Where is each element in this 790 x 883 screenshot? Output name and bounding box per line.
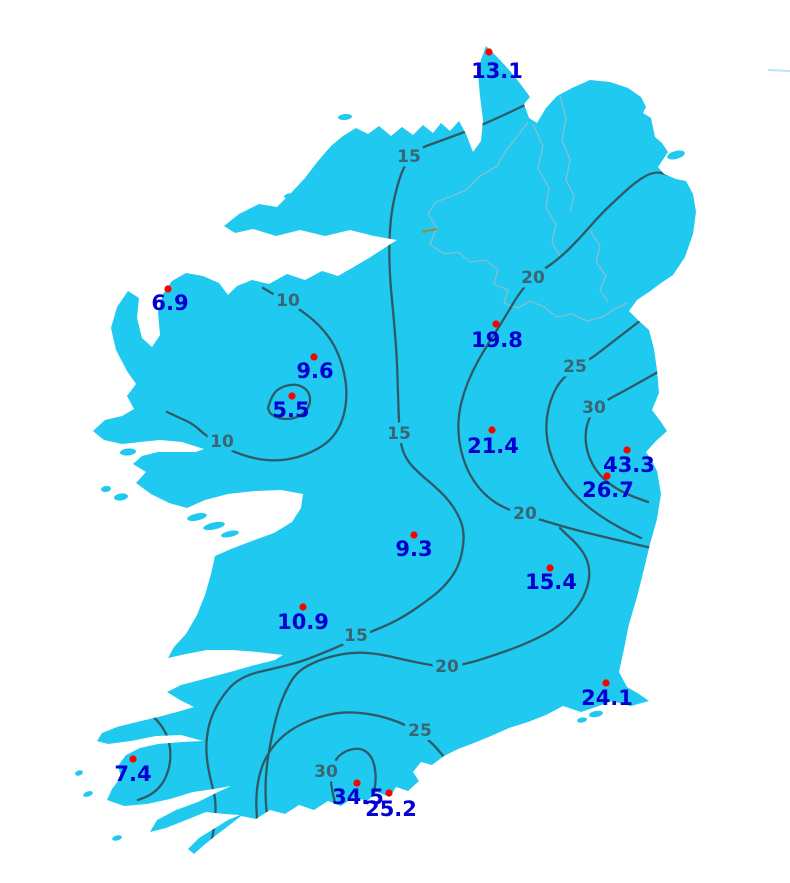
ireland-landmass xyxy=(93,46,696,854)
county-border xyxy=(559,95,575,213)
island xyxy=(221,530,239,538)
station-value-label: 5.5 xyxy=(272,398,309,422)
station-dot xyxy=(410,531,418,539)
contour-label: 25 xyxy=(408,721,432,741)
station-value-label: 10.9 xyxy=(277,610,329,634)
station-marker: 9.6 xyxy=(296,353,334,383)
artifact-line xyxy=(421,228,438,233)
station-value-label: 25.2 xyxy=(365,797,417,821)
county-border xyxy=(532,123,561,257)
station-marker: 6.9 xyxy=(151,285,189,315)
contour-label: 10 xyxy=(276,291,300,311)
station-value-label: 15.4 xyxy=(525,570,577,594)
station-dot xyxy=(299,603,307,611)
station-dot xyxy=(488,426,496,434)
station-marker: 15.4 xyxy=(525,564,577,594)
station-dot xyxy=(546,564,554,572)
island xyxy=(101,485,111,493)
station-dot xyxy=(485,48,493,56)
station-marker: 34.5 xyxy=(332,779,384,809)
contour-line-30 xyxy=(329,747,377,808)
station-value-label: 19.8 xyxy=(471,328,523,352)
station-dot xyxy=(603,472,611,480)
station-dot xyxy=(623,446,631,454)
contour-label: 20 xyxy=(435,657,459,677)
contour-label: 15 xyxy=(344,626,368,646)
station-value-label: 24.1 xyxy=(581,686,633,710)
station-marker: 7.4 xyxy=(114,755,152,786)
station-marker: 5.5 xyxy=(272,392,310,422)
station-dot xyxy=(492,320,500,328)
contour-line-25 xyxy=(545,315,647,540)
contour-label: 20 xyxy=(513,504,537,524)
station-dot xyxy=(353,779,361,787)
contour-label: 25 xyxy=(563,357,587,377)
contour-line-10 xyxy=(165,286,348,462)
station-marker: 26.7 xyxy=(582,472,634,502)
contour-line-20 xyxy=(264,526,591,846)
station-value-label: 6.9 xyxy=(151,291,188,315)
station-value-label: 9.6 xyxy=(296,359,333,383)
contour-line-25 xyxy=(255,711,450,820)
contour-line-15 xyxy=(205,90,555,847)
contour-label: 30 xyxy=(314,762,338,782)
county-border xyxy=(427,121,628,322)
station-value-label: 34.5 xyxy=(332,785,384,809)
station-value-label: 26.7 xyxy=(582,478,634,502)
contour-label: 30 xyxy=(582,398,606,418)
station-dot xyxy=(385,789,393,797)
island xyxy=(83,791,93,797)
station-marker: 9.3 xyxy=(395,531,433,561)
station-marker: 43.3 xyxy=(603,446,655,477)
contour-label: 15 xyxy=(397,147,421,167)
island xyxy=(203,521,225,531)
station-value-label: 7.4 xyxy=(114,762,151,786)
island xyxy=(284,193,294,199)
contour-label: 10 xyxy=(210,432,234,452)
contour-line-30 xyxy=(584,370,660,504)
island xyxy=(114,493,128,501)
island xyxy=(577,717,587,723)
island xyxy=(187,512,207,522)
station-value-label: 13.1 xyxy=(471,59,523,83)
artifact-line xyxy=(767,69,790,72)
station-marker: 24.1 xyxy=(581,679,633,710)
county-border xyxy=(589,229,609,303)
contour-line-20 xyxy=(457,171,694,551)
station-dot xyxy=(164,285,172,293)
contour-label: 20 xyxy=(521,268,545,288)
station-value-label: 21.4 xyxy=(467,434,519,458)
station-marker: 13.1 xyxy=(471,48,523,83)
contour-label: 15 xyxy=(387,424,411,444)
island xyxy=(112,835,122,841)
station-marker: 21.4 xyxy=(467,426,519,458)
station-marker: 19.8 xyxy=(471,320,523,352)
island xyxy=(338,113,352,121)
station-marker: 25.2 xyxy=(365,789,417,821)
station-dot xyxy=(602,679,610,687)
station-dot xyxy=(288,392,296,400)
station-dot xyxy=(129,755,137,763)
island xyxy=(120,448,136,456)
station-dot xyxy=(310,353,318,361)
station-marker: 10.9 xyxy=(277,603,329,634)
station-value-label: 9.3 xyxy=(395,537,432,561)
island xyxy=(75,770,83,776)
map-line-layer xyxy=(115,90,694,847)
island xyxy=(667,150,685,160)
station-value-label: 43.3 xyxy=(603,453,655,477)
contour-line-5 xyxy=(266,383,312,421)
island xyxy=(589,710,603,718)
